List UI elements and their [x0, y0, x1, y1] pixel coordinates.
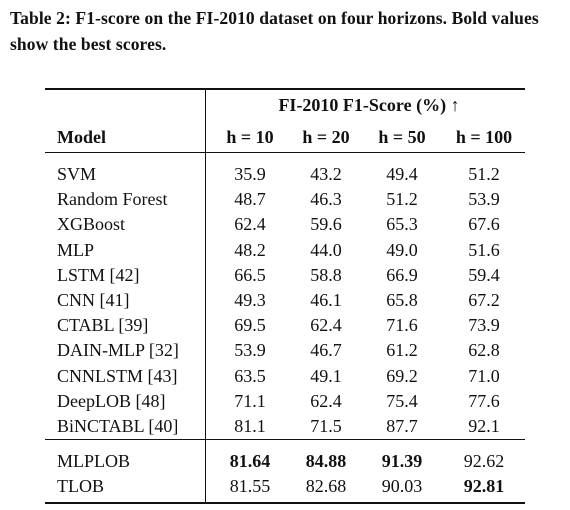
- group-rule: [45, 439, 525, 440]
- table-cell: 71.6: [386, 315, 418, 336]
- table-cell: 59.4: [468, 264, 500, 285]
- table-cell: 77.6: [468, 390, 500, 411]
- table-cell: 46.3: [310, 189, 342, 210]
- header-h50: h = 50: [378, 127, 426, 147]
- table-cell: 62.4: [234, 214, 266, 235]
- table-cell: 62.8: [468, 340, 500, 361]
- table-cell: 62.4: [310, 390, 342, 411]
- header-h20: h = 20: [302, 127, 350, 147]
- table-cell: 66.5: [234, 264, 266, 285]
- table-cell: 49.3: [234, 290, 266, 310]
- table-cell: 71.5: [310, 416, 342, 436]
- table-cell: 87.7: [386, 416, 418, 436]
- group-header: FI-2010 F1-Score (%) ↑: [278, 95, 460, 115]
- table-cell: 49.1: [310, 365, 342, 386]
- table-cell: 48.2: [234, 239, 266, 260]
- table-cell: 49.0: [386, 239, 418, 260]
- table-cell: 67.6: [468, 214, 500, 235]
- table-cell: 73.9: [468, 315, 500, 336]
- table-cell: 69.2: [386, 365, 418, 386]
- table-cell: 48.7: [234, 189, 266, 210]
- table-cell: 81.64: [229, 451, 271, 471]
- table-cell: 90.03: [381, 475, 423, 496]
- table-row-model: MLPLOB: [57, 451, 131, 471]
- table-row-model: TLOB: [57, 475, 104, 496]
- header-h100: h = 100: [455, 127, 513, 147]
- table-cell: 61.2: [386, 340, 418, 361]
- table-cell: 51.6: [468, 239, 500, 260]
- header-h10: h = 10: [226, 127, 274, 147]
- table-cell: 63.5: [234, 365, 266, 386]
- table-row-model: DeepLOB [48]: [57, 390, 166, 411]
- table-cell: 81.55: [229, 475, 271, 496]
- table-row-model: XGBoost: [57, 214, 126, 235]
- table-cell: 59.6: [310, 214, 342, 235]
- table-cell: 92.1: [468, 416, 500, 436]
- table-cell: 58.8: [310, 264, 342, 285]
- table-cell: 44.0: [310, 239, 342, 260]
- table-cell: 46.7: [310, 340, 342, 361]
- mid-rule: [45, 152, 525, 153]
- table-cell: 65.8: [386, 290, 418, 310]
- table-cell: 53.9: [468, 189, 500, 210]
- table-cell: 92.81: [463, 475, 505, 496]
- table-cell: 62.4: [310, 315, 342, 336]
- table-cell: 46.1: [310, 290, 342, 310]
- table-cell: 82.68: [305, 475, 347, 496]
- table-cell: 92.62: [463, 451, 505, 471]
- table-cell: 75.4: [386, 390, 418, 411]
- table-row-model: BiNCTABL [40]: [57, 416, 179, 436]
- table-cell: 49.4: [386, 164, 418, 184]
- table-cell: 69.5: [234, 315, 266, 336]
- table-cell: 53.9: [234, 340, 266, 361]
- table-cell: 91.39: [381, 451, 423, 471]
- table-cell: 84.88: [305, 451, 347, 471]
- table-row-model: LSTM [42]: [57, 264, 140, 285]
- table-row-model: CNN [41]: [57, 290, 130, 310]
- table-cell: 51.2: [468, 164, 500, 184]
- table-caption: Table 2: F1-score on the FI-2010 dataset…: [10, 8, 539, 54]
- table-cell: 65.3: [386, 214, 418, 235]
- table-cell: 66.9: [386, 264, 418, 285]
- column-divider: [205, 90, 206, 502]
- top-rule: [45, 88, 525, 90]
- table-row-model: Random Forest: [57, 189, 168, 210]
- table-cell: 81.1: [234, 416, 266, 436]
- bottom-rule: [45, 502, 525, 504]
- table-row-model: SVM: [57, 164, 97, 184]
- table-cell: 67.2: [468, 290, 500, 310]
- table-row-model: CNNLSTM [43]: [57, 365, 178, 386]
- table-row-model: MLP: [57, 239, 95, 260]
- table-row-model: CTABL [39]: [57, 315, 149, 336]
- header-model: Model: [57, 127, 106, 147]
- table-row-model: DAIN-MLP [32]: [57, 340, 179, 361]
- table-cell: 43.2: [310, 164, 342, 184]
- table-cell: 71.1: [234, 390, 266, 411]
- table-cell: 51.2: [386, 189, 418, 210]
- table-cell: 35.9: [234, 164, 266, 184]
- table-cell: 71.0: [468, 365, 500, 386]
